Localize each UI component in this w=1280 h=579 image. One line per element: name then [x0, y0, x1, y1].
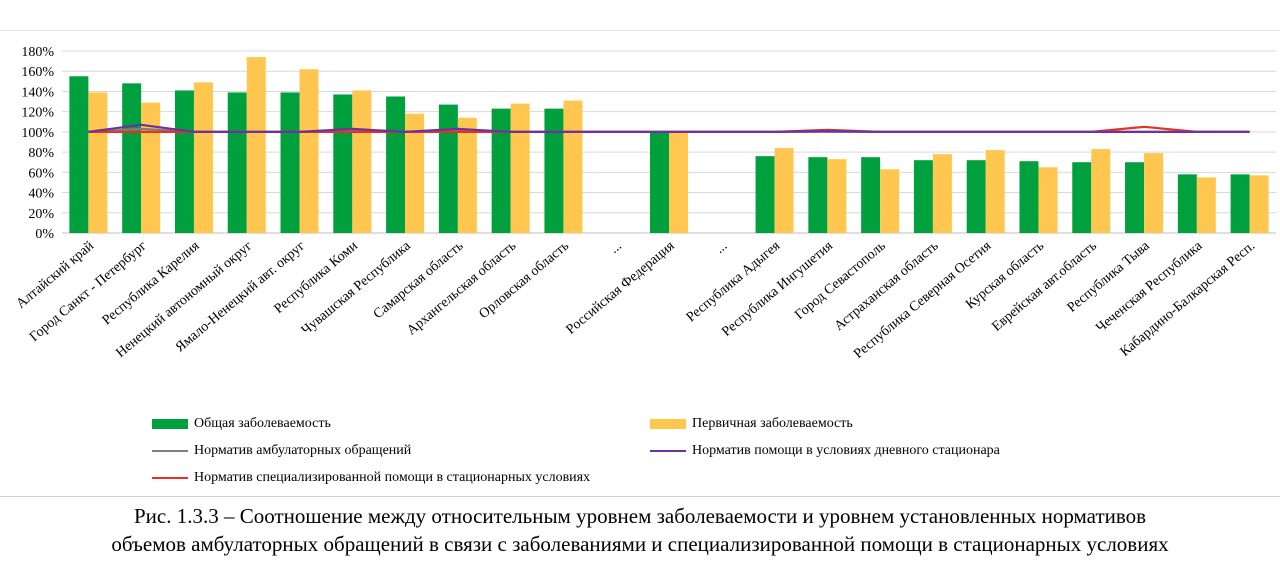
- bar-general: [386, 96, 406, 233]
- y-tick-label: 160%: [21, 65, 54, 80]
- bar-primary: [193, 82, 213, 233]
- x-category-label: Еврейская авт.область: [989, 239, 1099, 335]
- legend-label-inpatient: Норматив специализированной помощи в ста…: [194, 470, 591, 485]
- legend: Общая заболеваемость Первичная заболевае…: [0, 410, 1280, 490]
- bar-general: [755, 156, 775, 233]
- bar-general: [69, 76, 89, 234]
- bar-general: [650, 131, 669, 233]
- legend-item-ambulatory: Норматив амбулаторных обращений: [152, 443, 411, 459]
- legend-label-day-hospital: Норматив помощи в условиях дневного стац…: [692, 443, 1000, 458]
- series-lines: [88, 123, 1250, 133]
- legend-label-primary: Первичная заболеваемость: [692, 416, 853, 431]
- legend-swatch-primary: [650, 419, 686, 429]
- bar-primary: [510, 103, 530, 233]
- bar-general: [122, 83, 142, 233]
- bar-primary: [1196, 177, 1216, 233]
- x-category-label: Самарская область: [371, 239, 467, 323]
- x-category-label: ...: [713, 239, 731, 257]
- legend-item-primary: Первичная заболеваемость: [650, 416, 853, 432]
- y-tick-label: 80%: [28, 146, 54, 161]
- bar-primary: [1038, 167, 1058, 233]
- x-category-label: Республика Карелия: [100, 238, 203, 328]
- bar-primary: [457, 117, 477, 233]
- legend-item-day-hospital: Норматив помощи в условиях дневного стац…: [650, 443, 1000, 459]
- legend-label-general: Общая заболеваемость: [194, 416, 331, 431]
- legend-swatch-ambulatory: [152, 450, 188, 452]
- bar-primary: [1091, 149, 1111, 233]
- bar-primary: [669, 131, 688, 233]
- x-category-label: Орловская область: [476, 239, 572, 323]
- y-tick-label: 140%: [21, 85, 54, 100]
- bar-general: [1125, 162, 1145, 233]
- legend-swatch-general: [152, 419, 188, 429]
- y-tick-label: 60%: [28, 166, 54, 181]
- bar-general: [491, 108, 511, 233]
- legend-swatch-day-hospital: [650, 450, 686, 452]
- bar-primary: [932, 154, 952, 233]
- bar-general: [1230, 174, 1250, 233]
- x-category-label: Город Севастополь: [792, 239, 888, 323]
- bar-general: [333, 94, 353, 233]
- bar-general: [227, 92, 247, 233]
- y-tick-label: 120%: [21, 106, 54, 121]
- bar-primary: [88, 92, 108, 233]
- top-border: [0, 30, 1280, 31]
- chart-canvas: 0% 20% 40% 60% 80% 100% 120% 140% 160% 180% Алтай…: [14, 45, 1276, 362]
- bar-general: [544, 108, 564, 233]
- line-day-hospital: [88, 123, 1250, 133]
- bar-primary: [774, 148, 794, 233]
- bar-primary: [246, 57, 266, 233]
- figure-caption: Рис. 1.3.3 – Соотношение между относител…: [0, 502, 1280, 558]
- bar-general: [438, 104, 458, 233]
- y-tick-label: 0%: [35, 227, 54, 242]
- legend-label-ambulatory: Норматив амбулаторных обращений: [194, 443, 412, 458]
- y-tick-label: 40%: [28, 187, 54, 202]
- bar-general: [280, 92, 300, 233]
- legend-item-inpatient: Норматив специализированной помощи в ста…: [152, 470, 590, 486]
- bar-general: [1177, 174, 1197, 233]
- y-tick-label: 100%: [21, 126, 54, 141]
- bar-general: [174, 90, 194, 233]
- y-tick-label: 180%: [21, 45, 54, 60]
- bar-primary: [405, 113, 425, 233]
- bar-primary: [1144, 153, 1164, 233]
- bars: [69, 57, 1269, 234]
- y-tick-label: 20%: [28, 207, 54, 222]
- bar-primary: [827, 159, 847, 233]
- bar-general: [966, 160, 986, 233]
- bar-primary: [352, 90, 372, 233]
- bar-general: [1072, 162, 1092, 233]
- legend-item-general: Общая заболеваемость: [152, 416, 331, 432]
- bar-general: [808, 157, 828, 233]
- bar-primary: [299, 69, 319, 233]
- caption-divider: [0, 496, 1280, 497]
- bar-primary: [985, 150, 1005, 233]
- caption-line-1: Рис. 1.3.3 – Соотношение между относител…: [133, 504, 1147, 528]
- bar-primary: [141, 102, 161, 233]
- bar-general: [861, 157, 881, 233]
- bar-primary: [880, 169, 900, 233]
- x-category-label: ...: [607, 239, 625, 257]
- caption-line-2: объемов амбулаторных обращений в связи с…: [111, 532, 1169, 556]
- bar-general: [1019, 161, 1039, 233]
- bar-primary: [1249, 175, 1269, 233]
- y-axis: 0% 20% 40% 60% 80% 100% 120% 140% 160% 180%: [21, 45, 1276, 242]
- bar-general: [913, 160, 933, 233]
- x-category-label: Республика Адыгея: [684, 238, 784, 325]
- legend-swatch-inpatient: [152, 477, 188, 479]
- bar-primary: [563, 100, 583, 234]
